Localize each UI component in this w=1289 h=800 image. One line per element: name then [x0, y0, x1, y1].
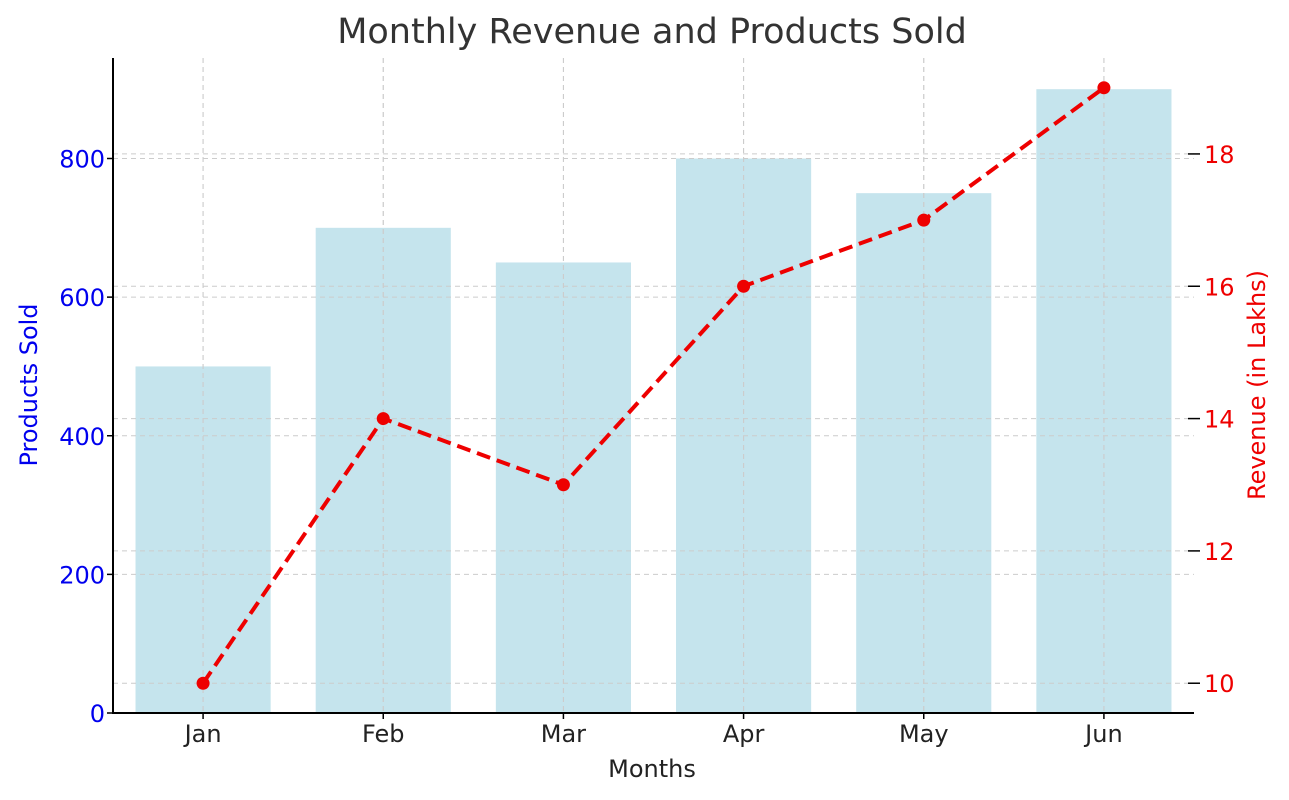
y-left-tick-label: 200: [59, 561, 105, 589]
revenue-line-path: [201, 86, 1106, 685]
revenue-point: [737, 279, 751, 293]
bars: [135, 89, 1172, 714]
y-left-tick-label: 0: [90, 700, 105, 728]
y-right-tick-label: 18: [1204, 141, 1235, 169]
x-tick-label: Jan: [183, 720, 222, 748]
y-right-tick-label: 16: [1204, 273, 1235, 301]
y-right-tick-label: 12: [1204, 538, 1235, 566]
y-left-tick-label: 800: [59, 146, 105, 174]
revenue-point: [196, 676, 210, 690]
chart-title: Monthly Revenue and Products Sold: [337, 12, 967, 52]
y-left-tick-label: 400: [59, 423, 105, 451]
x-tick-label: Feb: [362, 720, 405, 748]
y-axis-left-label: Products Sold: [15, 303, 43, 466]
x-tick-label: May: [899, 720, 949, 748]
y-right-tick-label: 14: [1204, 406, 1235, 434]
tick-labels: Jan Feb Mar Apr May Jun 0 200 400 600 800 10 12 14 16 1…: [59, 141, 1234, 748]
revenue-point: [1097, 81, 1111, 95]
y-right-tick-label: 10: [1204, 670, 1235, 698]
y-axis-right-label: Revenue (in Lakhs): [1243, 270, 1271, 500]
x-axis-label: Months: [608, 755, 696, 783]
revenue-line: [196, 81, 1111, 690]
x-tick-label: Jun: [1083, 720, 1123, 748]
y-left-tick-label: 600: [59, 284, 105, 312]
revenue-point: [917, 213, 931, 227]
axes: [107, 58, 1200, 719]
revenue-point: [556, 478, 570, 492]
revenue-point: [376, 412, 390, 426]
x-tick-label: Apr: [723, 720, 765, 748]
grid: [113, 58, 1194, 713]
x-tick-label: Mar: [541, 720, 586, 748]
bar-products-sold: [315, 227, 451, 713]
